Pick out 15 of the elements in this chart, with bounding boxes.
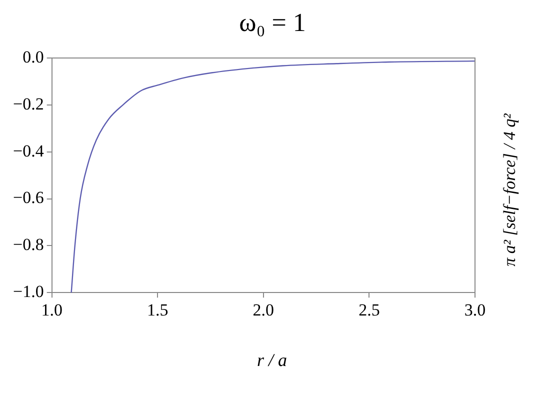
x-tick-label: 2.5 [358, 300, 380, 320]
x-tick-label: 1.0 [41, 300, 62, 320]
y-tick-label: −0.8 [12, 235, 44, 254]
x-tick-label: 1.5 [147, 300, 168, 320]
x-tick-label: 2.0 [252, 300, 274, 320]
y-tick-label: −0.4 [12, 141, 44, 160]
y-tick-label: −1.0 [12, 282, 44, 302]
y-tick-label: −0.6 [12, 188, 44, 208]
x-tick-label: 3.0 [464, 300, 486, 320]
x-axis-title: r / a [256, 350, 288, 371]
chart-title: ω₀ = 1 [238, 8, 307, 38]
y-tick-label: −0.2 [12, 94, 44, 114]
line-series [70, 60, 475, 293]
y-axis-title: π a² [self−force] / 4 q² [500, 112, 520, 268]
y-tick-label: 0.0 [22, 47, 44, 66]
